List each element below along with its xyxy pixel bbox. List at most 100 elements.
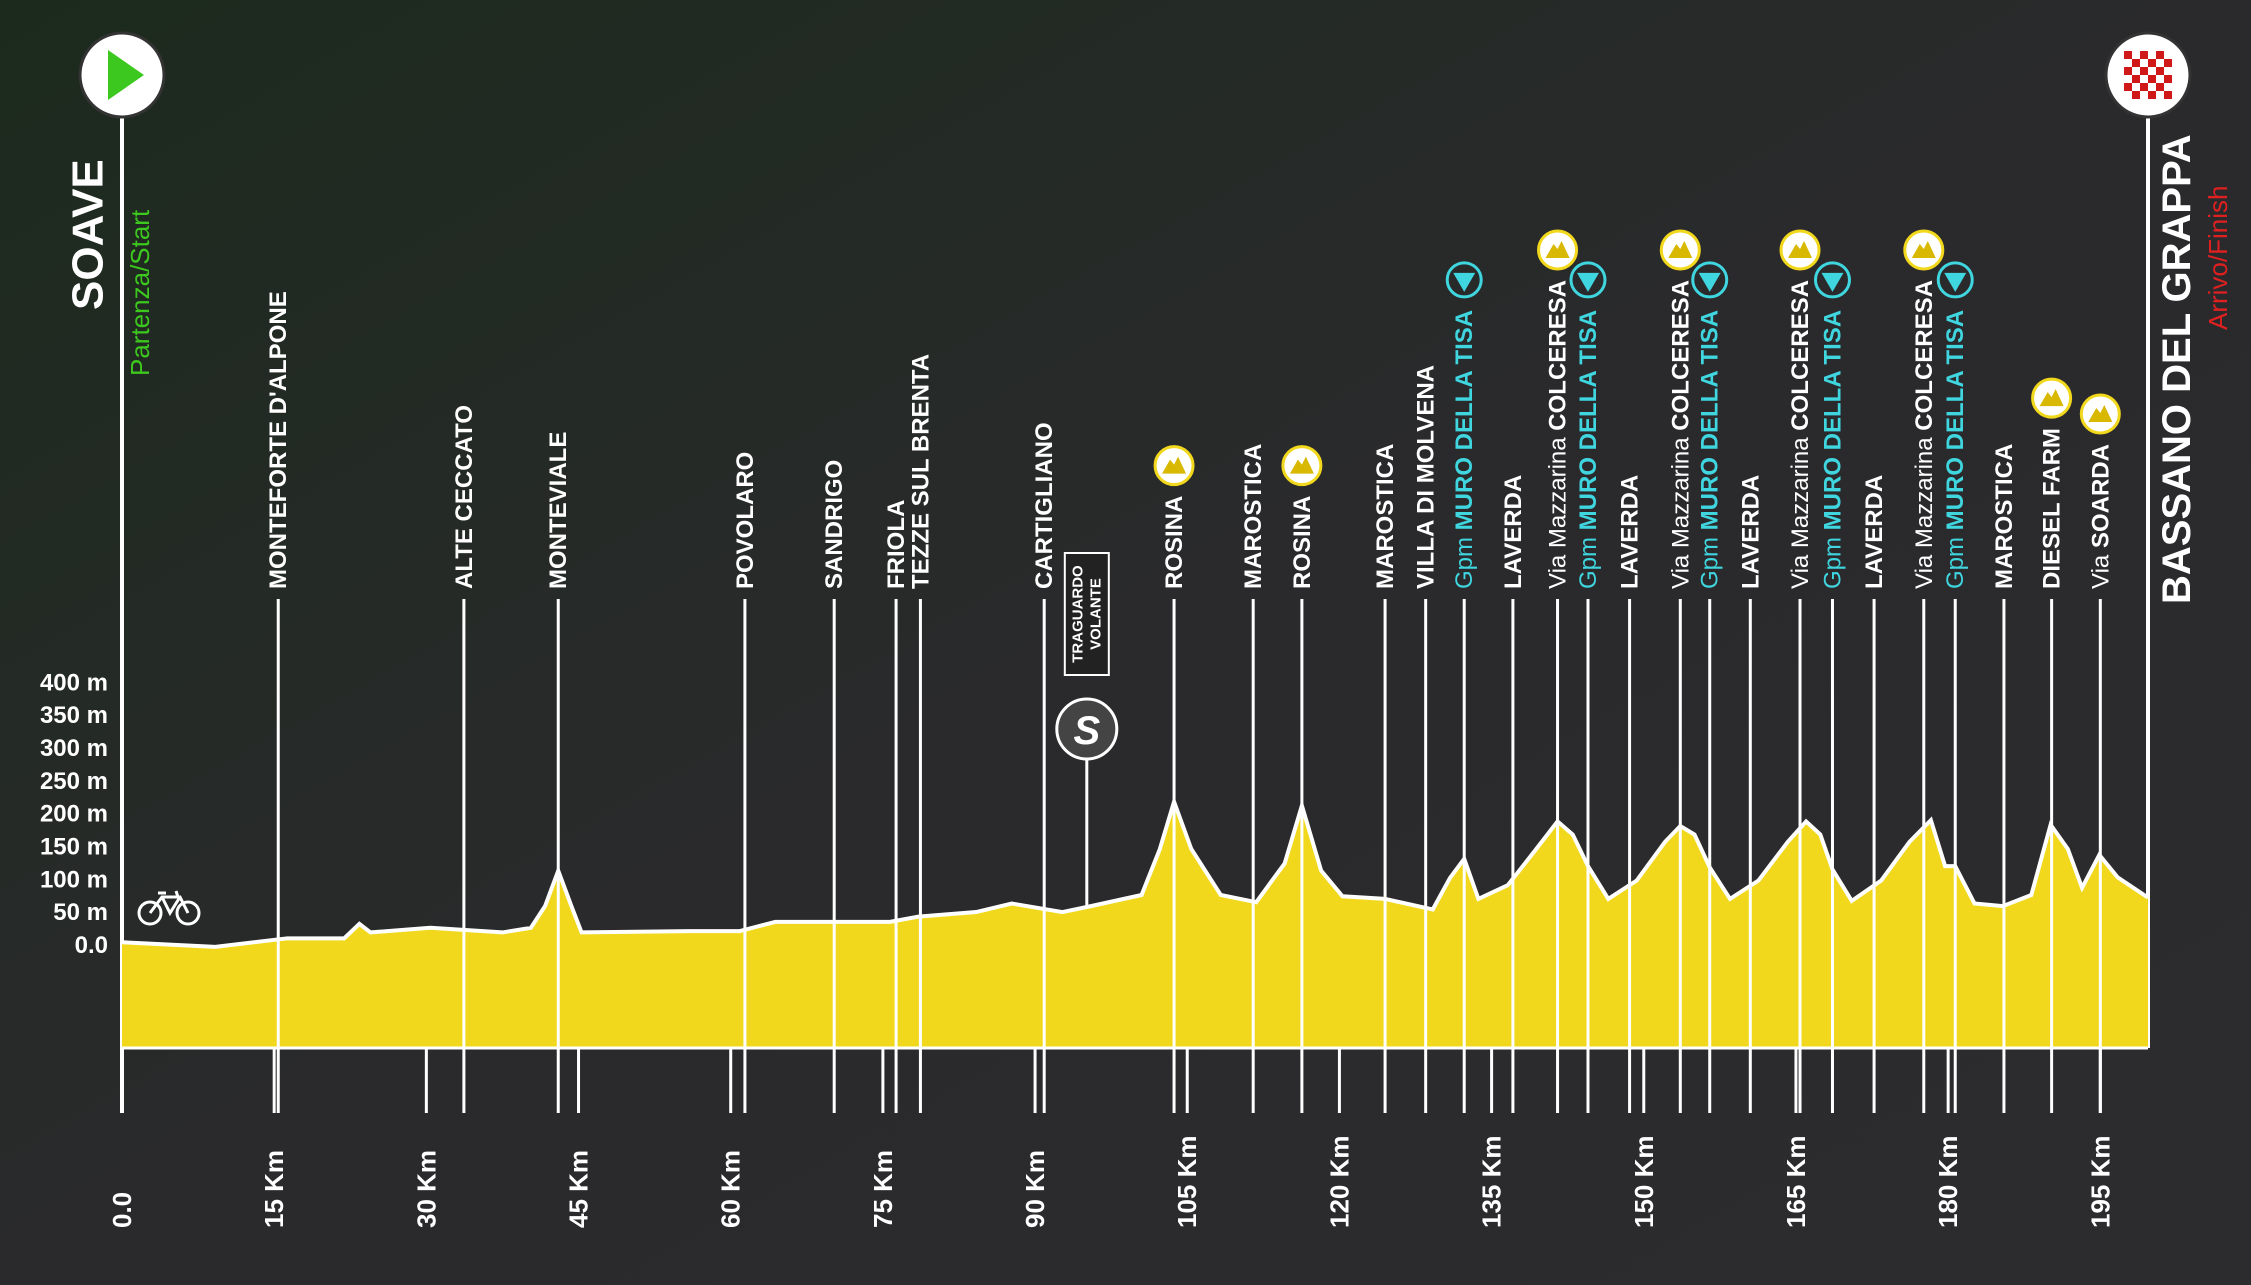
flag-square [2140, 67, 2148, 75]
flag-square [2124, 75, 2132, 83]
place-name: COLCERESA [1787, 280, 1814, 431]
place-label: POVOLARO [731, 452, 758, 589]
gpm-mountain [1545, 241, 1570, 258]
flag-square [2156, 51, 2164, 59]
x-tick-label: 90 Km [1020, 1150, 1050, 1228]
y-tick-label: 100 m [40, 866, 108, 893]
place-name: SOARDA [2087, 444, 2114, 548]
sprint-icon [1055, 697, 1119, 761]
y-tick-label: 250 m [40, 768, 108, 795]
gpm-mountain [1788, 241, 1813, 258]
place-label: Gpm MURO DELLA TISA [1451, 310, 1478, 589]
place-name: COLCERESA [1667, 280, 1694, 431]
place-label: Gpm MURO DELLA TISA [1819, 310, 1846, 589]
place-name: ROSINA [1161, 496, 1188, 589]
place-name: POVOLARO [731, 452, 758, 589]
flag-square [2148, 67, 2156, 75]
place-label: FRIOLA [883, 500, 910, 589]
gpm-icon [1813, 261, 1851, 299]
place-prefix: Via Mazzarina [1544, 437, 1571, 589]
x-tick-label: 120 Km [1324, 1136, 1354, 1229]
place-name: ALTE CECCATO [450, 405, 477, 589]
bike-icon [137, 890, 201, 926]
flag-square [2124, 59, 2132, 67]
sprint-label: VOLANTE [1087, 578, 1104, 650]
x-tick-label: 165 Km [1781, 1136, 1811, 1229]
y-tick-label: 300 m [40, 735, 108, 762]
place-label: Via Mazzarina COLCERESA [1667, 280, 1694, 589]
place-label: MAROSTICA [1240, 444, 1267, 589]
flag-square [2148, 75, 2156, 83]
x-tick-label: 75 Km [868, 1150, 898, 1228]
flag-square [2164, 51, 2172, 59]
x-tick-label: 180 Km [1933, 1136, 1963, 1229]
place-label: LAVERDA [1499, 475, 1526, 589]
place-label: Via SOARDA [2087, 444, 2114, 589]
place-label: ALTE CECCATO [450, 405, 477, 589]
finish-name: BASSANO DEL GRAPPA [2155, 134, 2199, 604]
place-label: VILLA DI MOLVENA [1412, 365, 1439, 589]
flag-square [2124, 91, 2132, 99]
place-name: COLCERESA [1910, 280, 1937, 431]
place-name: MAROSTICA [1372, 444, 1399, 589]
place-name: MONTEVIALE [545, 432, 572, 589]
flag-square [2148, 91, 2156, 99]
gpm-icon [1691, 261, 1729, 299]
place-prefix: Via Mazzarina [1667, 437, 1694, 589]
sprint-label: TRAGUARDO [1069, 565, 1086, 663]
gpm-triangle [1576, 272, 1599, 292]
place-label: LAVERDA [1737, 475, 1764, 589]
place-name: MURO DELLA TISA [1819, 310, 1846, 530]
start-label: Partenza/Start [125, 209, 155, 376]
place-prefix: Gpm [1819, 537, 1846, 589]
y-tick-label: 200 m [40, 801, 108, 828]
place-prefix: Via Mazzarina [1910, 437, 1937, 589]
place-name: MURO DELLA TISA [1942, 310, 1969, 530]
flag-square [2164, 91, 2172, 99]
place-label: ROSINA [1161, 496, 1188, 589]
gpm-triangle [1944, 272, 1967, 292]
x-tick-label: 105 Km [1172, 1136, 1202, 1229]
y-tick-label: 150 m [40, 833, 108, 860]
place-name: COLCERESA [1544, 280, 1571, 431]
flag-square [2132, 83, 2140, 91]
place-prefix: Gpm [1451, 537, 1478, 589]
flag-square [2140, 75, 2148, 83]
sprint-icon-text: S [1073, 709, 1100, 753]
place-name: LAVERDA [1616, 475, 1643, 589]
x-tick-label: 0.0 [107, 1192, 137, 1228]
place-label: Gpm MURO DELLA TISA [1942, 310, 1969, 589]
place-name: LAVERDA [1737, 475, 1764, 589]
place-name: FRIOLA [883, 500, 910, 589]
flag-square [2148, 51, 2156, 59]
place-label: Gpm MURO DELLA TISA [1574, 310, 1601, 589]
x-tick-label: 135 Km [1477, 1136, 1507, 1229]
place-name: MURO DELLA TISA [1574, 310, 1601, 530]
place-name: LAVERDA [1499, 475, 1526, 589]
flag-square [2164, 75, 2172, 83]
x-tick-label: 150 Km [1629, 1136, 1659, 1229]
place-label: Via Mazzarina COLCERESA [1544, 280, 1571, 589]
place-label: TEZZE SUL BRENTA [907, 354, 934, 589]
place-name: CARTIGLIANO [1031, 422, 1058, 589]
flag-square [2140, 51, 2148, 59]
place-label: MONTEVIALE [545, 432, 572, 589]
place-name: MAROSTICA [1240, 444, 1267, 589]
flag-square [2132, 51, 2140, 59]
flag-square [2140, 83, 2148, 91]
gpm-mountain [1668, 241, 1693, 258]
gpm-icon [1445, 261, 1483, 299]
place-prefix: Via [2087, 554, 2114, 589]
place-label: Via Mazzarina COLCERESA [1910, 280, 1937, 589]
place-name: MURO DELLA TISA [1696, 310, 1723, 530]
flag-square [2132, 67, 2140, 75]
place-label: DIESEL FARM [2038, 428, 2065, 589]
gpm-mountain [1289, 456, 1314, 474]
flag-square [2156, 67, 2164, 75]
flag-square [2132, 75, 2140, 83]
start-name: SOAVE [64, 159, 113, 310]
gpm-mountain [1162, 456, 1187, 474]
place-name: LAVERDA [1861, 475, 1888, 589]
place-label: MAROSTICA [1990, 444, 2017, 589]
place-label: ROSINA [1288, 496, 1315, 589]
